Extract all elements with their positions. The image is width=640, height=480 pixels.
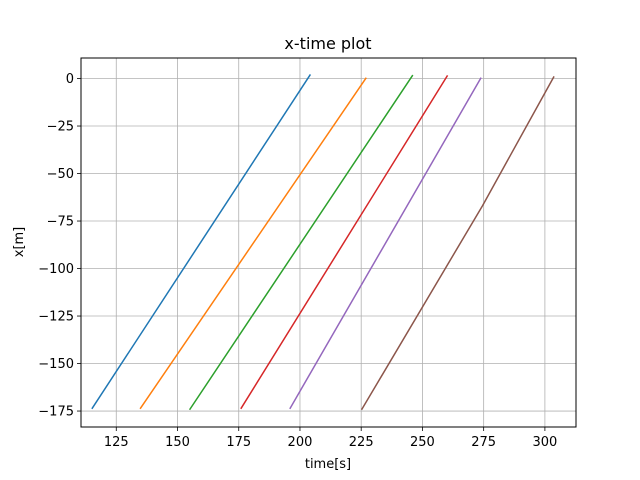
- chart-title: x-time plot: [284, 34, 371, 53]
- y-tick-label: 0: [66, 72, 74, 87]
- x-tick-label: 275: [471, 435, 496, 450]
- y-tick-label: −25: [47, 120, 74, 135]
- y-tick-label: −100: [38, 262, 74, 277]
- grid: [81, 58, 576, 427]
- x-tick-label: 125: [104, 435, 129, 450]
- x-tick-label: 250: [410, 435, 435, 450]
- x-axis-label: time[s]: [305, 457, 351, 472]
- y-tick-label: −50: [47, 167, 74, 182]
- x-tick-label: 300: [532, 435, 557, 450]
- series-line-2: [139, 77, 367, 410]
- y-tick-label: −150: [38, 357, 74, 372]
- series-line-3: [188, 74, 414, 411]
- x-tick-label: 150: [165, 435, 190, 450]
- y-axis-ticks: 0 −25 −50 −75 −100 −125 −150 −175: [38, 72, 81, 420]
- plot-area: [81, 58, 576, 427]
- y-tick-label: −175: [38, 405, 74, 420]
- x-tick-label: 175: [226, 435, 251, 450]
- series-line-5: [289, 77, 482, 410]
- series-line-6: [360, 75, 555, 411]
- x-axis-ticks: 125 150 175 200 225 250 275 300: [104, 427, 557, 450]
- y-axis-label: x[m]: [12, 227, 27, 258]
- series-lines: [91, 74, 555, 411]
- series-line-4: [240, 75, 449, 410]
- series-line-1: [91, 74, 312, 410]
- x-tick-label: 225: [349, 435, 374, 450]
- y-tick-label: −125: [38, 310, 74, 325]
- axes-frame: [80, 57, 577, 428]
- y-tick-label: −75: [47, 215, 74, 230]
- x-tick-label: 200: [288, 435, 313, 450]
